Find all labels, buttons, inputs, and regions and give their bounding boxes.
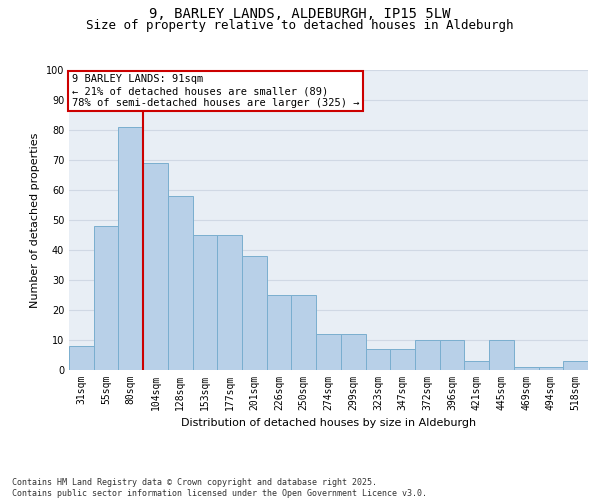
Bar bbox=[464, 361, 489, 370]
Bar bbox=[69, 346, 94, 370]
Bar bbox=[539, 367, 563, 370]
Bar bbox=[94, 226, 118, 370]
Bar bbox=[168, 196, 193, 370]
Bar bbox=[489, 340, 514, 370]
Bar bbox=[390, 349, 415, 370]
Bar bbox=[242, 256, 267, 370]
Text: Distribution of detached houses by size in Aldeburgh: Distribution of detached houses by size … bbox=[181, 418, 476, 428]
Bar bbox=[193, 235, 217, 370]
Bar bbox=[217, 235, 242, 370]
Text: Size of property relative to detached houses in Aldeburgh: Size of property relative to detached ho… bbox=[86, 18, 514, 32]
Bar bbox=[316, 334, 341, 370]
Bar bbox=[365, 349, 390, 370]
Text: 9, BARLEY LANDS, ALDEBURGH, IP15 5LW: 9, BARLEY LANDS, ALDEBURGH, IP15 5LW bbox=[149, 8, 451, 22]
Bar bbox=[514, 367, 539, 370]
Bar bbox=[118, 127, 143, 370]
Text: 9 BARLEY LANDS: 91sqm
← 21% of detached houses are smaller (89)
78% of semi-deta: 9 BARLEY LANDS: 91sqm ← 21% of detached … bbox=[71, 74, 359, 108]
Bar bbox=[341, 334, 365, 370]
Bar bbox=[143, 163, 168, 370]
Bar bbox=[415, 340, 440, 370]
Text: Contains HM Land Registry data © Crown copyright and database right 2025.
Contai: Contains HM Land Registry data © Crown c… bbox=[12, 478, 427, 498]
Bar bbox=[267, 295, 292, 370]
Bar bbox=[563, 361, 588, 370]
Bar bbox=[440, 340, 464, 370]
Bar bbox=[292, 295, 316, 370]
Y-axis label: Number of detached properties: Number of detached properties bbox=[30, 132, 40, 308]
